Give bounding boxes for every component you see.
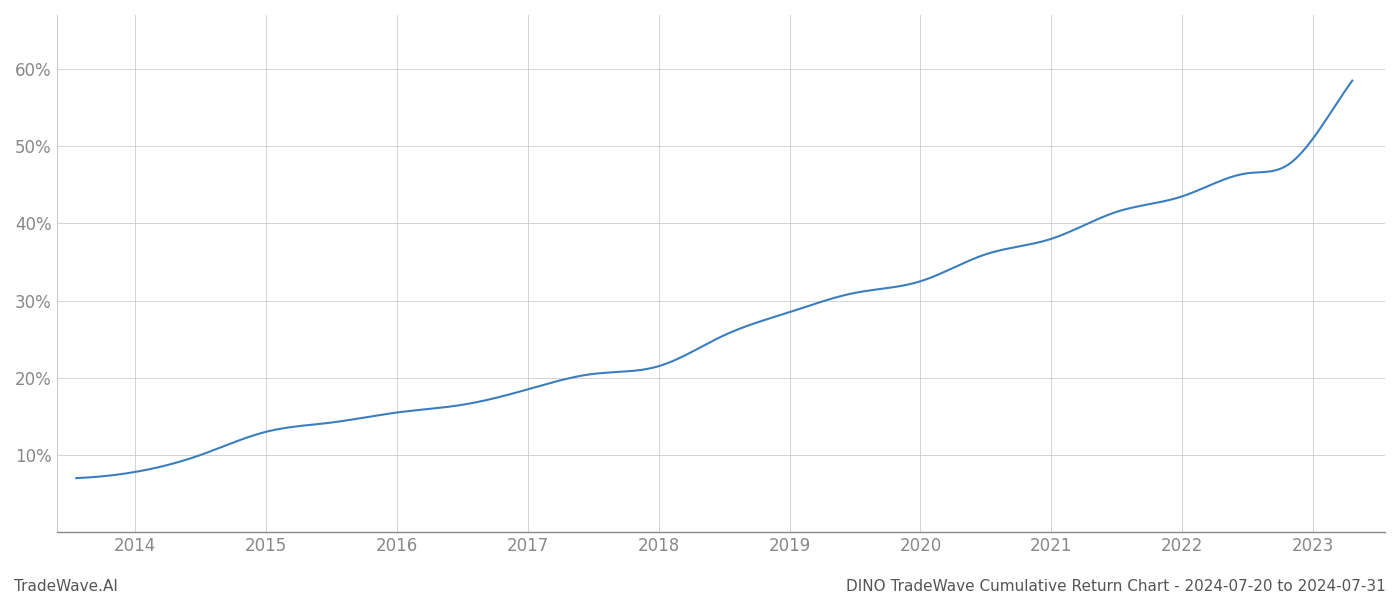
Text: TradeWave.AI: TradeWave.AI <box>14 579 118 594</box>
Text: DINO TradeWave Cumulative Return Chart - 2024-07-20 to 2024-07-31: DINO TradeWave Cumulative Return Chart -… <box>846 579 1386 594</box>
